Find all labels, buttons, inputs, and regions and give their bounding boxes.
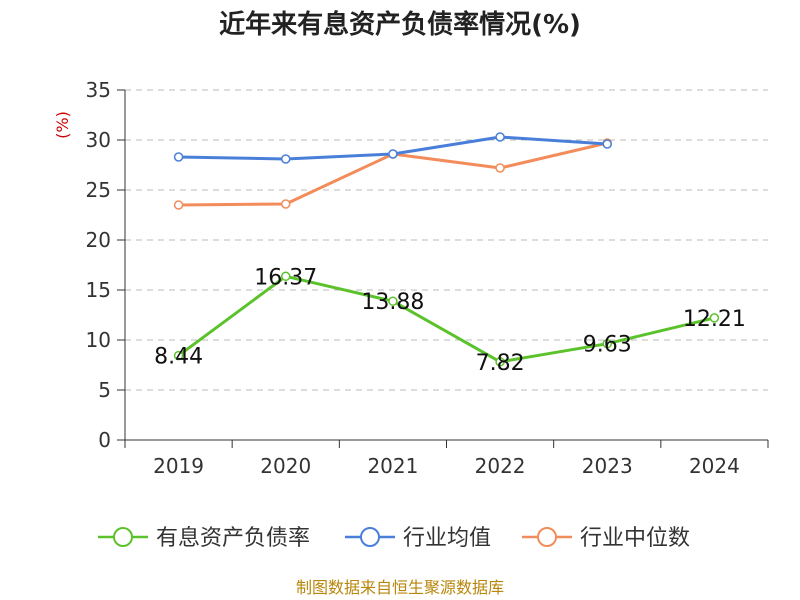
data-labels: 8.44 16.37 13.88 7.82 9.63 12.21 [154,265,746,376]
x-tick-label: 2024 [689,454,740,478]
data-point [281,199,291,209]
legend-label: 有息资产负债率 [156,526,310,551]
data-point [495,132,505,142]
y-tick-label: 30 [86,128,111,152]
legend-label: 行业中位数 [580,526,690,551]
legend-marker-icon [113,527,133,547]
legend[interactable]: 有息资产负债率 行业均值 行业中位数 [98,526,690,551]
y-tick-labels: 0 5 10 15 20 25 30 35 [86,78,111,452]
y-tick-label: 35 [86,78,111,102]
data-label: 12.21 [683,307,746,332]
y-tick-label: 25 [86,178,111,202]
y-tick-label: 15 [86,278,111,302]
legend-marker-icon [537,527,557,547]
axes [117,89,769,448]
y-tick-label: 20 [86,228,111,252]
x-tick-label: 2020 [260,454,311,478]
data-point [173,200,184,210]
data-point [173,350,184,361]
legend-label: 行业均值 [403,526,491,551]
grid-lines [125,89,768,391]
data-point [173,152,184,162]
y-tick-label: 10 [86,328,111,352]
y-tick-label: 0 [98,428,111,452]
series-line-0 [177,274,715,364]
x-tick-label: 2019 [153,454,204,478]
data-point [281,154,291,164]
data-point [495,163,505,173]
data-point [602,338,612,349]
x-tick-label: 2023 [582,454,633,478]
data-point [495,357,505,367]
series-group [173,132,720,367]
data-point [709,313,720,323]
y-tick-label: 5 [98,378,111,402]
x-tick-label: 2021 [367,454,418,478]
data-label: 7.82 [476,351,525,376]
data-point [388,149,398,159]
data-label: 16.37 [254,265,317,290]
legend-marker-icon [360,527,380,547]
data-point [281,271,291,282]
source-note: 制图数据来自恒生聚源数据库 [296,578,504,597]
y-axis-unit: (%) [53,111,72,139]
data-point [602,139,612,149]
data-point [388,296,398,306]
data-label: 13.88 [361,290,424,315]
data-label: 8.44 [154,345,203,370]
chart-title: 近年来有息资产负债率情况(%) [219,9,581,40]
data-label: 9.63 [583,333,632,358]
x-tick-labels: 2019 2020 2021 2022 2023 2024 [153,454,740,478]
x-tick-label: 2022 [475,454,526,478]
